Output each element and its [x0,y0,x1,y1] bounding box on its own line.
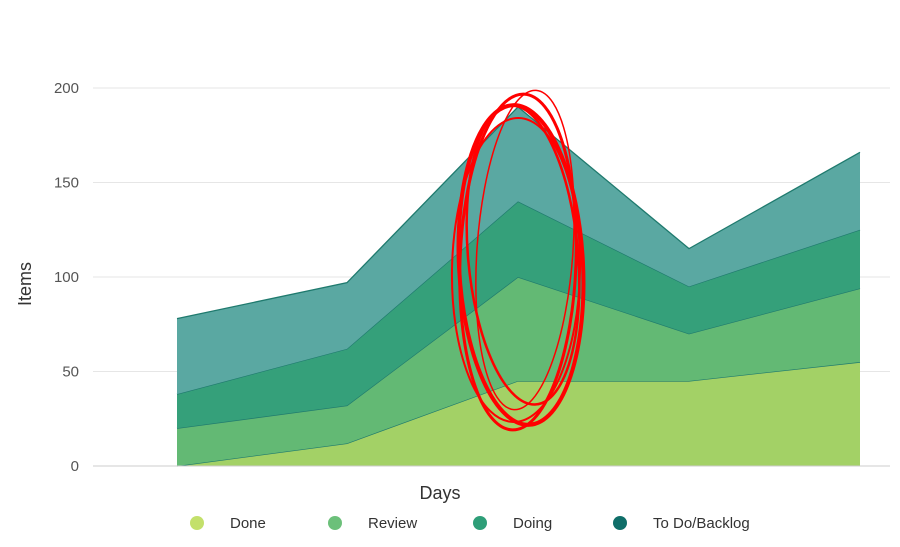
legend-item: To Do/Backlog [613,515,750,532]
legend-marker [328,516,342,530]
legend-label: To Do/Backlog [653,515,750,532]
y-axis-title: Items [15,262,35,306]
legend-marker [473,516,487,530]
x-axis-title: Days [419,483,460,503]
legend-label: Done [230,515,266,532]
y-tick-label: 200 [54,80,79,97]
area-to-do-backlog [177,106,860,395]
y-tick-label: 150 [54,175,79,192]
annotation-stroke [465,104,581,406]
area-review [177,277,860,466]
legend-item: Doing [473,515,552,532]
annotation-stroke [475,89,575,411]
y-tick-label: 50 [62,364,79,381]
legend-item: Review [328,515,417,532]
area-done [177,362,860,466]
area-doing [177,201,860,429]
y-tick-label: 0 [71,458,79,475]
area-series [176,106,861,467]
y-tick-label: 100 [54,269,79,286]
legend-marker [613,516,627,530]
legend-label: Review [368,515,417,532]
annotation-stroke [450,117,582,423]
legend-marker [190,516,204,530]
red-circle-annotation [450,89,586,432]
legend: Done Review Doing To Do/Backlog [190,515,750,532]
legend-item: Done [190,515,266,532]
legend-label: Doing [513,515,552,532]
y-tick-labels: 0 50 100 150 200 [54,80,79,475]
